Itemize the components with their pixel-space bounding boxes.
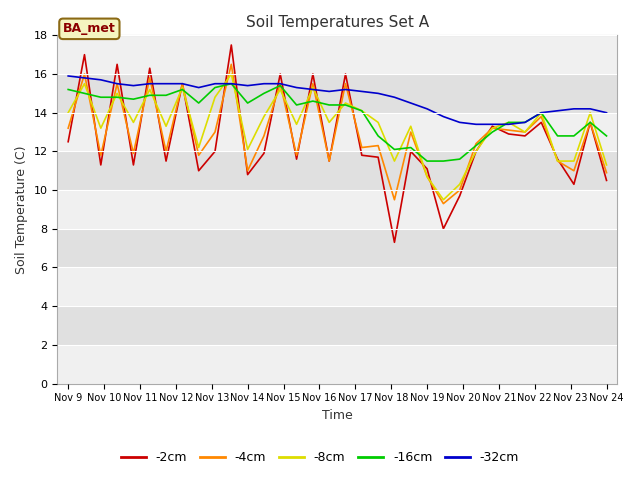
X-axis label: Time: Time xyxy=(322,409,353,422)
Y-axis label: Soil Temperature (C): Soil Temperature (C) xyxy=(15,145,28,274)
Text: BA_met: BA_met xyxy=(63,23,116,36)
Bar xyxy=(58,151,618,190)
Title: Soil Temperatures Set A: Soil Temperatures Set A xyxy=(246,15,429,30)
Bar xyxy=(58,229,618,267)
Bar xyxy=(58,36,618,74)
Bar xyxy=(58,190,618,229)
Bar xyxy=(58,113,618,151)
Legend: -2cm, -4cm, -8cm, -16cm, -32cm: -2cm, -4cm, -8cm, -16cm, -32cm xyxy=(116,446,524,469)
Bar xyxy=(58,267,618,306)
Bar xyxy=(58,345,618,384)
Bar xyxy=(58,306,618,345)
Bar xyxy=(58,74,618,113)
